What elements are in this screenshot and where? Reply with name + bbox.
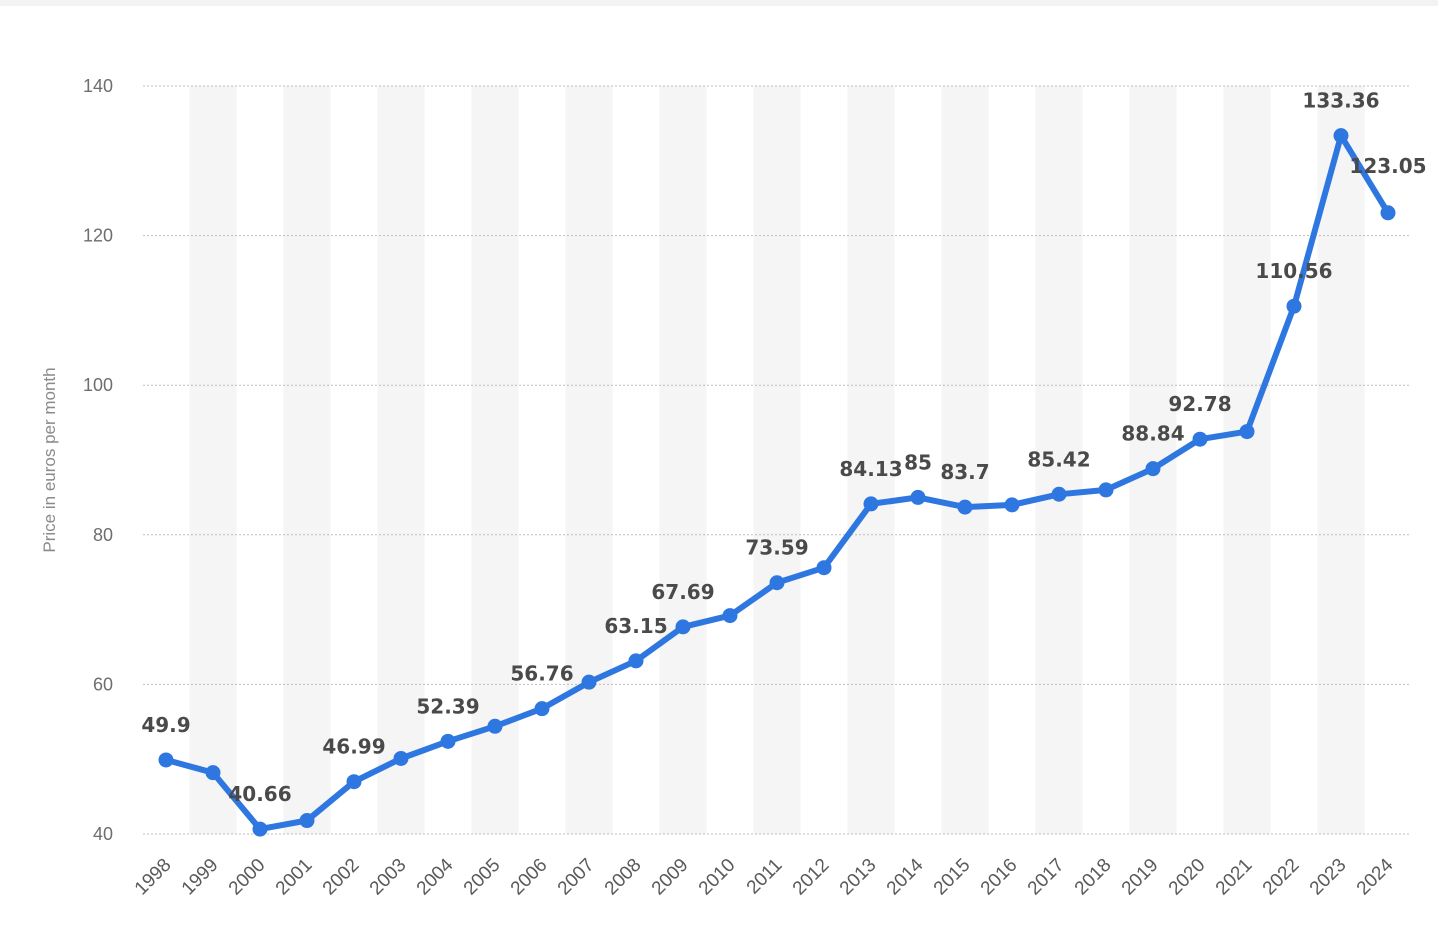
data-point-2005 bbox=[487, 718, 503, 734]
data-point-2015 bbox=[957, 499, 973, 515]
data-point-2017 bbox=[1051, 486, 1067, 502]
x-tick-label-2008: 2008 bbox=[601, 855, 646, 900]
data-label-2002: 46.99 bbox=[322, 735, 385, 759]
x-tick-label-2014: 2014 bbox=[883, 854, 928, 899]
data-point-2007 bbox=[581, 674, 597, 690]
x-tick-label-2022: 2022 bbox=[1259, 855, 1304, 900]
x-tick-label-2020: 2020 bbox=[1165, 855, 1210, 900]
data-point-2006 bbox=[534, 701, 550, 717]
x-tick-label-2009: 2009 bbox=[648, 855, 693, 900]
data-label-2020: 92.78 bbox=[1168, 392, 1231, 416]
x-tick-label-1998: 1998 bbox=[131, 855, 176, 900]
data-point-2008 bbox=[628, 653, 644, 669]
data-point-2014 bbox=[910, 489, 926, 505]
data-point-1998 bbox=[158, 752, 174, 768]
y-axis-title: Price in euros per month bbox=[40, 367, 59, 552]
x-tick-label-2013: 2013 bbox=[836, 855, 881, 900]
data-label-2013: 84.13 bbox=[839, 457, 902, 481]
x-tick-label-2003: 2003 bbox=[366, 855, 411, 900]
x-tick-label-2004: 2004 bbox=[413, 854, 458, 899]
y-tick-label-60: 60 bbox=[93, 674, 113, 694]
data-label-2004: 52.39 bbox=[416, 694, 479, 718]
data-points bbox=[158, 128, 1396, 837]
data-label-2017: 85.42 bbox=[1027, 447, 1090, 471]
x-tick-label-2001: 2001 bbox=[272, 855, 317, 900]
data-point-2009 bbox=[675, 619, 691, 635]
data-point-2021 bbox=[1239, 424, 1255, 440]
data-label-2014: 85 bbox=[904, 450, 932, 474]
band-2007 bbox=[565, 86, 613, 834]
band-2013 bbox=[847, 86, 895, 834]
x-tick-label-2023: 2023 bbox=[1306, 855, 1351, 900]
band-2023 bbox=[1317, 86, 1365, 834]
data-point-2024 bbox=[1380, 205, 1396, 221]
x-tick-label-2012: 2012 bbox=[789, 855, 834, 900]
data-label-2023: 133.36 bbox=[1302, 89, 1379, 113]
y-gridlines bbox=[143, 85, 1410, 835]
data-label-1998: 49.9 bbox=[141, 713, 190, 737]
band-2001 bbox=[283, 86, 331, 834]
data-point-2010 bbox=[722, 608, 738, 624]
data-point-2002 bbox=[346, 774, 362, 790]
alternating-bands bbox=[189, 86, 1365, 834]
x-tick-label-2015: 2015 bbox=[930, 855, 975, 900]
x-tick-label-2016: 2016 bbox=[977, 855, 1022, 900]
y-tick-label-120: 120 bbox=[83, 226, 113, 246]
x-tick-label-2007: 2007 bbox=[554, 855, 599, 900]
band-2009 bbox=[659, 86, 707, 834]
x-tick-label-2006: 2006 bbox=[507, 855, 552, 900]
data-label-2009: 67.69 bbox=[651, 580, 714, 604]
x-tick-label-1999: 1999 bbox=[178, 855, 223, 900]
y-tick-label-40: 40 bbox=[93, 824, 113, 844]
y-tick-label-80: 80 bbox=[93, 525, 113, 545]
x-tick-label-2017: 2017 bbox=[1024, 855, 1069, 900]
x-axis-ticks: 1998 1999 2000 2001 2002 2003 2004 2005 2006 2007… bbox=[131, 854, 1398, 899]
band-2021 bbox=[1223, 86, 1271, 834]
band-2005 bbox=[471, 86, 519, 834]
x-tick-label-2011: 2011 bbox=[743, 855, 787, 899]
data-label-2019: 88.84 bbox=[1121, 422, 1184, 446]
x-tick-label-2024: 2024 bbox=[1353, 854, 1398, 899]
data-point-2013 bbox=[863, 496, 879, 512]
data-point-2004 bbox=[440, 733, 456, 749]
data-point-2000 bbox=[252, 821, 268, 837]
data-point-2012 bbox=[816, 560, 832, 576]
x-tick-label-2021: 2021 bbox=[1212, 855, 1257, 900]
data-point-2003 bbox=[393, 750, 409, 766]
data-label-2022: 110.56 bbox=[1255, 259, 1332, 283]
data-label-2024: 123.05 bbox=[1349, 154, 1426, 178]
x-tick-label-2010: 2010 bbox=[695, 855, 740, 900]
y-axis-ticks: 40 60 80 100 120 140 bbox=[83, 76, 113, 844]
data-point-1999 bbox=[205, 765, 221, 781]
data-label-2000: 40.66 bbox=[228, 782, 291, 806]
data-point-2019 bbox=[1145, 461, 1161, 477]
band-2003 bbox=[377, 86, 425, 834]
y-tick-label-100: 100 bbox=[83, 375, 113, 395]
x-tick-label-2019: 2019 bbox=[1118, 855, 1163, 900]
data-label-2015: 83.7 bbox=[940, 460, 989, 484]
band-2017 bbox=[1035, 86, 1083, 834]
data-labels: 49.9 40.66 46.99 52.39 56.76 63.15 67.69 73.59 8… bbox=[141, 89, 1426, 806]
data-point-2020 bbox=[1192, 431, 1208, 447]
data-point-2018 bbox=[1098, 482, 1114, 498]
band-1999 bbox=[189, 86, 237, 834]
y-tick-label-140: 140 bbox=[83, 76, 113, 96]
top-strip bbox=[0, 0, 1438, 6]
data-label-2011: 73.59 bbox=[745, 536, 808, 560]
x-tick-label-2000: 2000 bbox=[225, 855, 270, 900]
data-point-2001 bbox=[299, 813, 315, 829]
data-point-2023 bbox=[1333, 128, 1349, 144]
x-tick-label-2018: 2018 bbox=[1071, 855, 1116, 900]
data-point-2011 bbox=[769, 575, 785, 591]
x-tick-label-2002: 2002 bbox=[319, 855, 364, 900]
band-2015 bbox=[941, 86, 989, 834]
data-label-2008: 63.15 bbox=[604, 614, 667, 638]
band-2011 bbox=[753, 86, 801, 834]
x-tick-label-2005: 2005 bbox=[460, 855, 505, 900]
data-point-2016 bbox=[1004, 497, 1020, 513]
data-label-2006: 56.76 bbox=[510, 662, 573, 686]
data-point-2022 bbox=[1286, 298, 1302, 314]
